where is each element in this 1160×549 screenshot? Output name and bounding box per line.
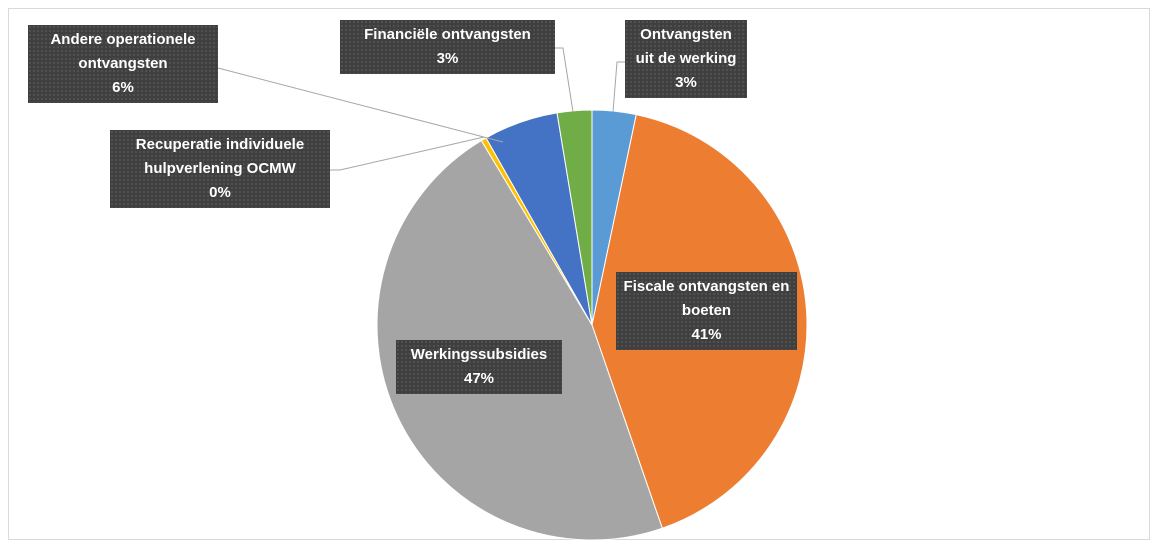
data-label: Recuperatie individuele hulpverlening OC… — [110, 130, 330, 208]
leader-line — [217, 67, 504, 143]
data-label: Ontvangsten uit de werking 3% — [625, 20, 747, 98]
data-label: Andere operationele ontvangsten 6% — [28, 25, 218, 103]
leader-line — [555, 47, 574, 113]
data-label: Werkingssubsidies 47% — [396, 340, 562, 394]
leader-line — [330, 136, 485, 171]
label-name: Financiële ontvangsten — [364, 26, 531, 43]
leader-line — [612, 61, 625, 113]
label-value: 0% — [209, 184, 231, 201]
data-label: Fiscale ontvangsten en boeten 41% — [616, 272, 797, 350]
label-value: 41% — [691, 326, 722, 343]
data-label: Financiële ontvangsten 3% — [340, 20, 555, 74]
label-name: Recuperatie individuele hulpverlening OC… — [135, 136, 305, 177]
label-value: 47% — [463, 370, 495, 387]
label-name: Ontvangsten uit de werking — [635, 26, 737, 67]
label-name: Fiscale ontvangsten en boeten — [623, 278, 790, 319]
label-value: 6% — [112, 79, 134, 96]
label-name: Werkingssubsidies — [410, 346, 548, 363]
pie-slice — [556, 109, 593, 326]
label-name: Andere operationele ontvangsten — [50, 31, 196, 72]
label-value: 3% — [675, 74, 697, 91]
label-value: 3% — [436, 50, 459, 67]
